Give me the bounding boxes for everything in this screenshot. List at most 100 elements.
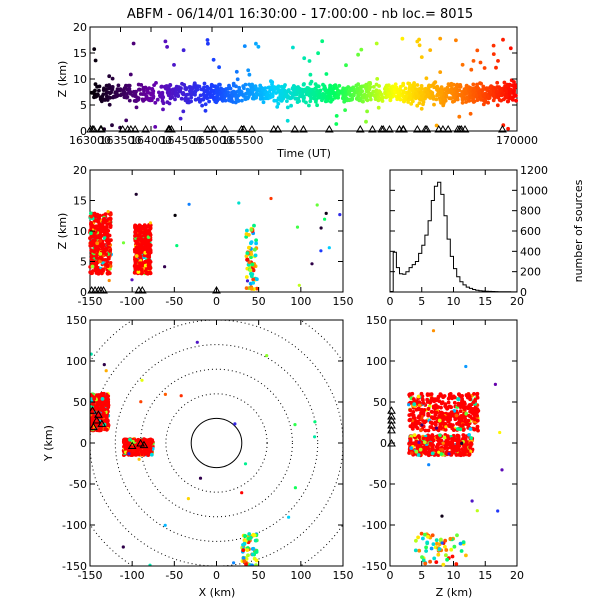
source-point	[445, 557, 449, 562]
station-triangle	[126, 125, 136, 133]
source-point	[466, 422, 470, 427]
source-point	[342, 99, 347, 104]
source-point	[374, 92, 378, 97]
source-point	[438, 433, 442, 438]
source-point	[245, 228, 249, 233]
source-point	[488, 85, 492, 90]
source-point	[97, 222, 102, 227]
source-point	[151, 89, 156, 94]
y-tick-label: 400	[520, 245, 541, 258]
source-point	[474, 93, 479, 98]
source-point	[148, 270, 152, 275]
source-point	[481, 87, 485, 92]
source-point	[431, 329, 436, 333]
source-point	[289, 103, 293, 108]
source-point	[181, 91, 186, 95]
source-point	[419, 55, 424, 59]
source-point	[301, 95, 306, 100]
source-point	[110, 85, 115, 89]
range-ring	[90, 320, 343, 566]
source-point	[295, 225, 300, 229]
source-point	[414, 442, 419, 446]
source-point	[443, 444, 448, 448]
source-point	[314, 85, 319, 89]
y-tick-label: -150	[362, 560, 387, 573]
source-point	[269, 196, 273, 201]
source-point	[106, 255, 111, 260]
source-point	[244, 557, 249, 561]
source-point	[292, 84, 297, 89]
source-point	[454, 92, 458, 97]
y-tick-label: -100	[362, 519, 387, 532]
source-point	[393, 82, 398, 87]
source-point	[341, 86, 346, 91]
source-point	[172, 63, 176, 67]
source-point	[409, 451, 414, 455]
source-point	[426, 406, 431, 411]
station-triangle	[399, 125, 408, 133]
station-triangle	[457, 125, 466, 133]
source-point	[428, 559, 432, 564]
source-point	[255, 277, 259, 282]
source-point	[316, 95, 321, 100]
source-point	[329, 99, 333, 104]
source-point	[203, 102, 208, 107]
source-point	[254, 41, 258, 46]
source-point	[100, 256, 104, 261]
source-point	[324, 72, 329, 76]
station-triangle	[99, 286, 108, 294]
time-axis-label: Time (UT)	[276, 147, 331, 160]
source-point	[432, 556, 437, 561]
source-point	[477, 90, 482, 94]
source-point	[250, 87, 255, 92]
source-point	[153, 100, 158, 105]
source-point	[210, 93, 215, 97]
source-point	[142, 448, 147, 452]
source-point	[434, 123, 439, 128]
source-point	[430, 83, 435, 87]
source-point	[302, 82, 306, 86]
source-point	[248, 268, 253, 273]
source-point	[214, 100, 219, 105]
source-point	[448, 413, 453, 418]
source-point	[103, 249, 107, 253]
source-point	[430, 410, 434, 414]
source-point	[334, 122, 339, 126]
source-point	[254, 550, 259, 554]
source-point	[128, 437, 132, 442]
source-point	[451, 394, 456, 399]
source-point	[364, 86, 368, 91]
source-point	[106, 86, 111, 91]
source-point	[316, 51, 320, 56]
source-point	[105, 262, 109, 266]
source-point	[439, 89, 444, 94]
y-tick-label: 800	[520, 205, 541, 218]
source-point	[441, 97, 445, 101]
source-point	[419, 531, 424, 536]
source-point	[302, 88, 307, 93]
source-point	[455, 533, 459, 538]
source-point	[241, 556, 246, 560]
source-point	[189, 99, 194, 104]
source-point	[420, 555, 424, 559]
source-point	[444, 439, 449, 444]
source-point	[419, 411, 423, 416]
source-point	[134, 452, 139, 457]
source-point	[193, 97, 198, 102]
source-point	[285, 105, 290, 110]
source-point	[461, 428, 466, 432]
y-tick-label: 150	[66, 314, 87, 327]
source-point	[136, 250, 141, 255]
source-point	[250, 262, 255, 267]
source-point	[142, 89, 146, 93]
source-point	[354, 83, 359, 88]
x-tick-label: -50	[165, 569, 183, 582]
source-point	[139, 267, 144, 272]
source-point	[491, 43, 496, 48]
source-point	[295, 92, 299, 97]
source-point	[103, 98, 107, 102]
source-point	[144, 224, 148, 229]
source-point	[510, 98, 515, 102]
source-point	[365, 109, 369, 114]
source-point	[241, 548, 246, 553]
